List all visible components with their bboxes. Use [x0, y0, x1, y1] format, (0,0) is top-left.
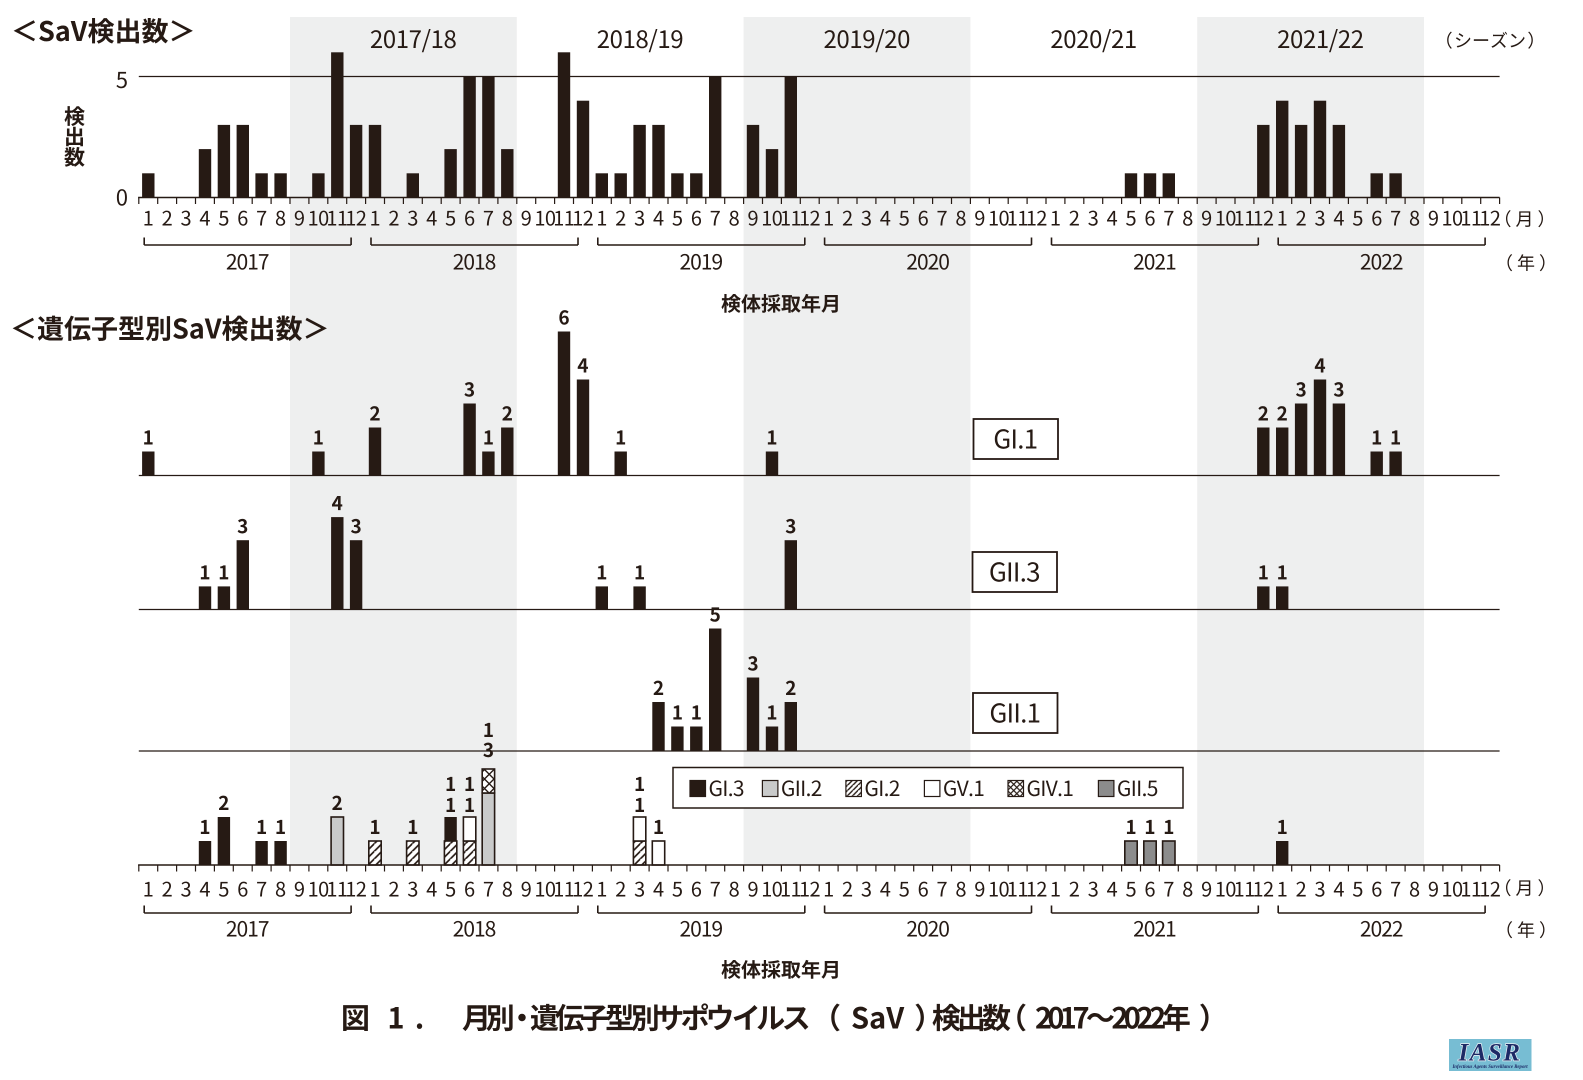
svg-text:Infectious Agents Surveillance: Infectious Agents Surveillance Report: [1451, 1065, 1528, 1070]
svg-text:IASR: IASR: [1458, 1040, 1522, 1067]
